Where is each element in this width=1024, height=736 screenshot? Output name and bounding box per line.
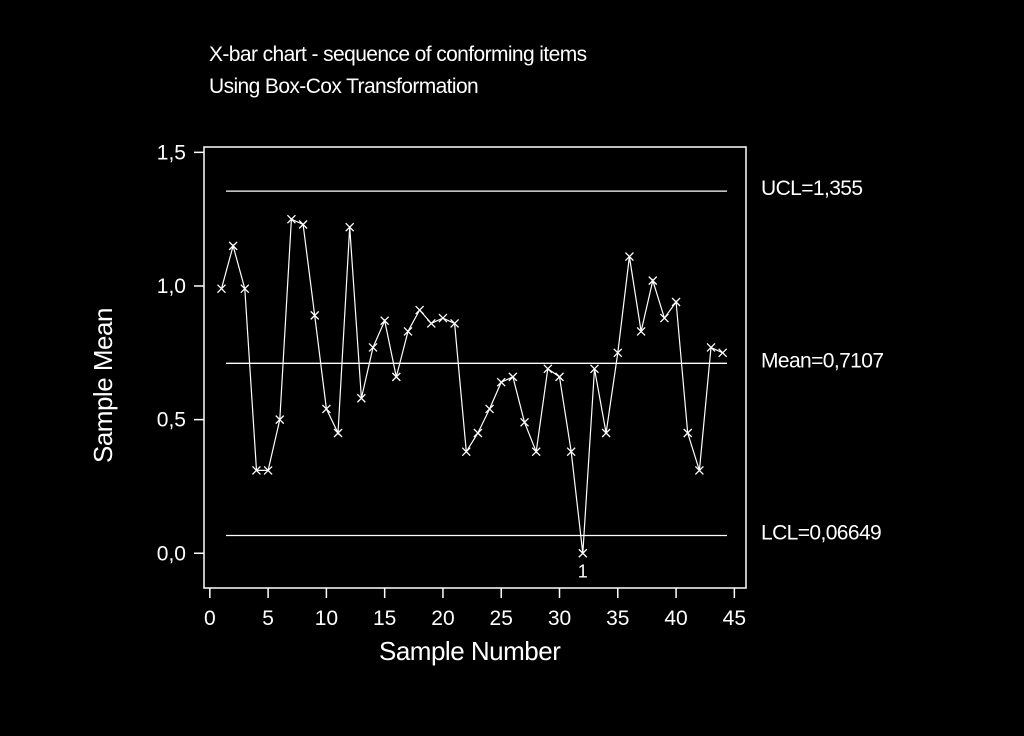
data-point <box>217 284 226 294</box>
data-point <box>356 393 366 403</box>
data-point <box>345 222 355 232</box>
data-point <box>275 415 285 425</box>
plot-frame <box>203 146 747 589</box>
data-point <box>508 372 518 382</box>
sample-mean-series: 1 <box>217 214 728 581</box>
control-line-label: LCL=0,06649 <box>761 521 881 544</box>
data-point <box>718 348 728 358</box>
data-point <box>601 428 611 438</box>
data-point <box>438 313 448 323</box>
data-point <box>485 404 495 414</box>
data-point <box>240 284 250 294</box>
data-point <box>694 465 704 475</box>
data-point <box>310 310 320 320</box>
control-line-label: Mean=0,7107 <box>761 349 883 372</box>
data-point <box>496 377 506 387</box>
data-point <box>636 326 646 336</box>
data-point <box>648 276 658 286</box>
data-point <box>450 318 460 328</box>
x-tick-label: 0 <box>204 607 216 630</box>
data-point <box>555 372 564 382</box>
data-point <box>578 548 588 558</box>
data-point <box>333 428 343 438</box>
control-line-label: UCL=1,355 <box>761 177 862 200</box>
data-point <box>531 447 541 457</box>
y-axis: 0,0 0,5 1,0 1,5 <box>157 141 204 565</box>
x-tick-label: 10 <box>315 607 338 630</box>
data-point <box>403 326 413 336</box>
data-point <box>659 313 669 323</box>
data-point <box>426 318 436 328</box>
data-point <box>380 316 390 326</box>
control-lines: UCL=1,355 Mean=0,7107 LCL=0,06649 <box>226 177 884 544</box>
data-point <box>590 364 599 374</box>
flagged-point-label: 1 <box>578 561 588 581</box>
x-tick-label: 5 <box>262 607 274 630</box>
data-point <box>391 372 401 382</box>
data-point <box>286 214 296 224</box>
data-point <box>520 417 529 427</box>
y-tick-label: 1,0 <box>157 275 186 298</box>
data-point <box>415 305 425 315</box>
x-tick-label: 15 <box>373 607 396 630</box>
data-point <box>298 220 308 229</box>
data-point <box>473 428 483 438</box>
x-axis: 0 5 10 15 20 25 30 35 40 45 <box>204 588 746 630</box>
chart-subtitle: Using Box-Cox Transformation <box>209 75 479 98</box>
data-point <box>368 342 378 352</box>
y-tick-label: 0,5 <box>157 409 186 432</box>
data-point <box>543 364 553 374</box>
x-tick-label: 25 <box>490 607 513 630</box>
data-point <box>461 447 471 457</box>
y-axis-title: Sample Mean <box>88 308 118 463</box>
data-point <box>683 428 693 438</box>
data-point <box>263 465 273 475</box>
data-point <box>624 252 634 262</box>
x-tick-label: 45 <box>723 607 746 630</box>
data-point <box>321 404 331 414</box>
x-tick-label: 35 <box>606 607 629 630</box>
data-point <box>613 348 623 358</box>
x-tick-label: 30 <box>548 607 571 630</box>
data-point <box>251 465 261 475</box>
data-point <box>566 447 576 457</box>
y-tick-label: 1,5 <box>157 141 186 164</box>
y-tick-label: 0,0 <box>157 542 186 565</box>
x-tick-label: 20 <box>431 607 454 630</box>
data-point <box>706 342 716 352</box>
data-point <box>228 241 238 251</box>
x-tick-label: 40 <box>664 607 687 630</box>
data-point <box>671 297 681 307</box>
x-axis-title: Sample Number <box>379 636 561 666</box>
chart-title: X-bar chart - sequence of conforming ite… <box>209 43 587 66</box>
series-line <box>220 218 723 554</box>
